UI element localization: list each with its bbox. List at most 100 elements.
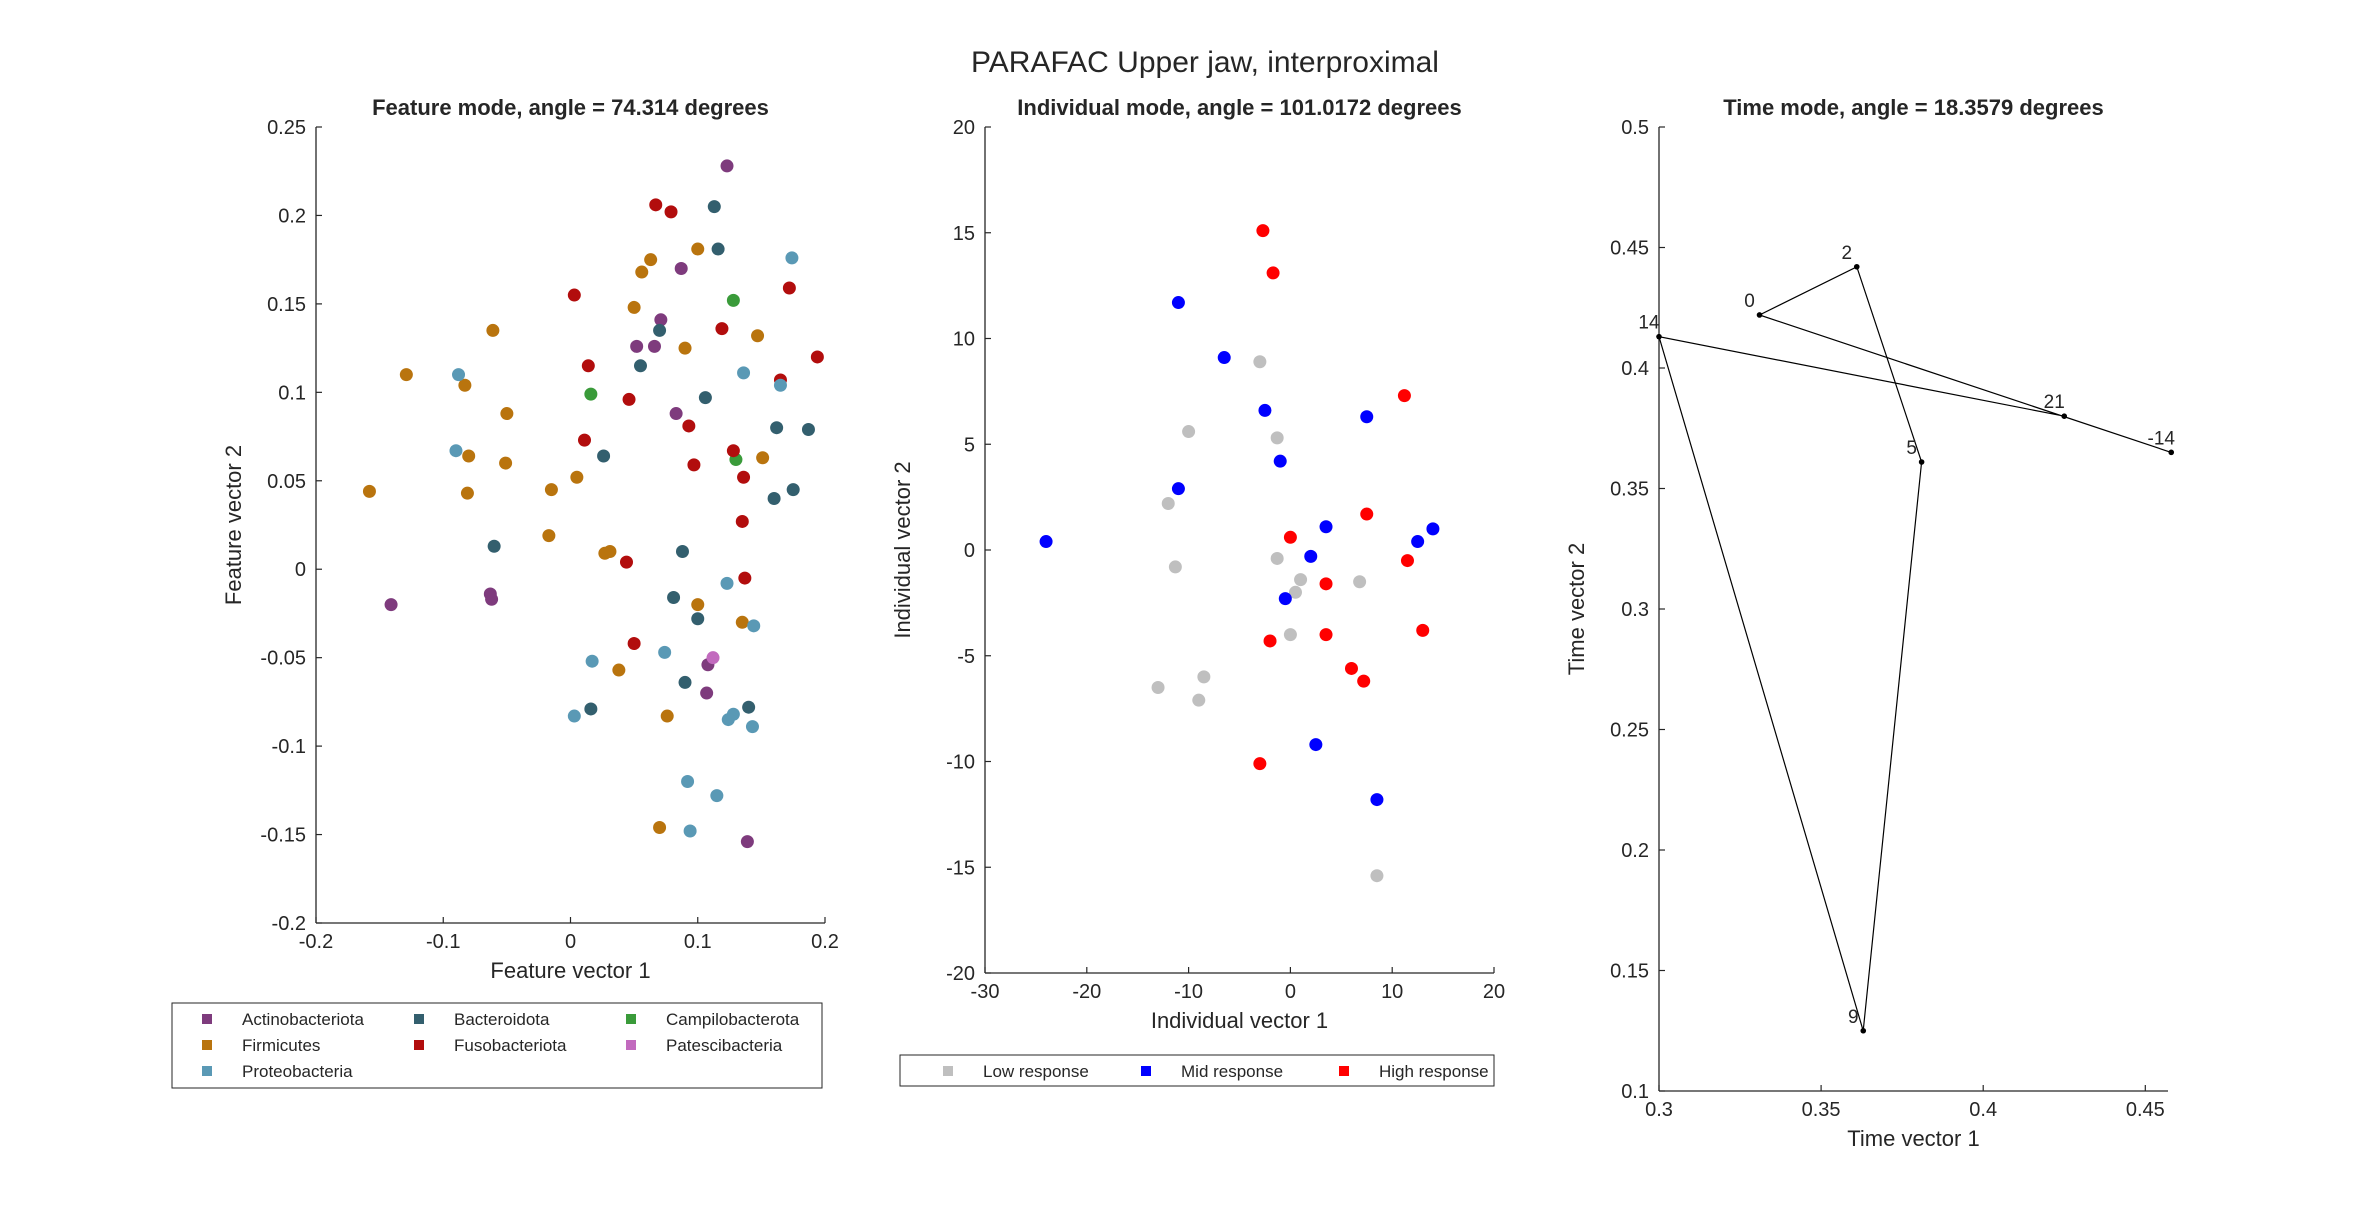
data-point bbox=[1039, 535, 1053, 549]
data-point bbox=[658, 645, 672, 659]
data-point bbox=[1283, 530, 1297, 544]
data-point bbox=[1161, 496, 1175, 510]
data-point bbox=[485, 592, 499, 606]
data-point bbox=[691, 242, 705, 256]
data-point bbox=[678, 341, 692, 355]
data-point bbox=[458, 378, 472, 392]
data-point bbox=[449, 444, 463, 458]
y-axis-label: Feature vector 2 bbox=[221, 445, 246, 605]
data-point bbox=[1151, 680, 1165, 694]
y-tick-label: 0.15 bbox=[1610, 961, 1649, 983]
y-tick-label: -20 bbox=[946, 963, 975, 985]
data-point bbox=[630, 339, 644, 353]
data-point bbox=[452, 368, 466, 382]
data-point bbox=[399, 368, 413, 382]
data-point bbox=[1353, 575, 1367, 589]
data-point bbox=[756, 451, 770, 465]
data-point bbox=[786, 483, 800, 497]
data-point bbox=[1309, 738, 1323, 752]
data-point bbox=[782, 281, 796, 295]
data-point bbox=[1258, 403, 1272, 417]
data-point bbox=[1370, 869, 1384, 883]
data-point bbox=[710, 789, 724, 803]
point-label: 0 bbox=[1744, 291, 1755, 312]
y-tick-label: 20 bbox=[953, 117, 975, 139]
legend-entry-label: Low response bbox=[983, 1062, 1089, 1081]
data-point bbox=[627, 637, 641, 651]
data-point bbox=[1360, 410, 1374, 424]
data-point bbox=[721, 713, 735, 727]
data-point bbox=[1270, 431, 1284, 445]
data-point bbox=[647, 339, 661, 353]
data-point bbox=[1253, 355, 1267, 369]
data-point bbox=[1319, 577, 1333, 591]
individual-mode-panel: -30 -20 -10 0 10 20-20-15-10-505101520Individ… bbox=[890, 95, 1505, 1087]
legend-box bbox=[171, 1002, 823, 1089]
legend-marker bbox=[202, 1066, 212, 1076]
data-point bbox=[667, 591, 681, 605]
data-point bbox=[1288, 585, 1302, 599]
data-point bbox=[581, 359, 595, 373]
legend-entry-label: Bacteroidota bbox=[454, 1010, 550, 1029]
point-label: 5 bbox=[1906, 438, 1917, 459]
data-point bbox=[584, 702, 598, 716]
legend-box bbox=[899, 1054, 1495, 1087]
data-point bbox=[2061, 413, 2068, 420]
data-point bbox=[1357, 674, 1371, 688]
y-tick-label: 0.2 bbox=[278, 205, 306, 227]
data-point bbox=[745, 720, 759, 734]
x-tick-label: 0.35 bbox=[1802, 1099, 1841, 1121]
y-tick-label: 0.25 bbox=[267, 117, 306, 139]
legend-marker bbox=[626, 1014, 636, 1024]
point-label: -14 bbox=[2148, 428, 2176, 449]
data-point bbox=[1171, 296, 1185, 310]
legend-entry-label: Mid response bbox=[1181, 1062, 1283, 1081]
data-point bbox=[627, 300, 641, 314]
data-point bbox=[751, 329, 765, 343]
data-point bbox=[785, 251, 799, 265]
x-tick-label: -0.2 bbox=[299, 931, 333, 953]
data-point bbox=[773, 378, 787, 392]
data-point bbox=[654, 313, 668, 327]
panel-title: Time mode, angle = 18.3579 degrees bbox=[1723, 95, 2104, 120]
x-tick-label: -20 bbox=[1072, 981, 1101, 1003]
data-point bbox=[612, 663, 626, 677]
data-point bbox=[687, 458, 701, 472]
point-label: 9 bbox=[1848, 1007, 1859, 1028]
x-tick-label: 0.2 bbox=[811, 931, 839, 953]
y-tick-label: 0.3 bbox=[1621, 599, 1649, 621]
data-point bbox=[1304, 549, 1318, 563]
data-point bbox=[720, 576, 734, 590]
data-point bbox=[1411, 535, 1425, 549]
legend-marker bbox=[202, 1014, 212, 1024]
legend-entry-label: Fusobacteriota bbox=[454, 1036, 567, 1055]
data-point bbox=[681, 774, 695, 788]
data-point bbox=[770, 421, 784, 435]
data-point bbox=[1270, 551, 1284, 565]
data-point bbox=[1283, 628, 1297, 642]
data-point bbox=[682, 419, 696, 433]
x-tick-label: 0.1 bbox=[684, 931, 712, 953]
data-point bbox=[384, 598, 398, 612]
data-point bbox=[767, 491, 781, 505]
data-point bbox=[669, 407, 683, 421]
x-tick-label: -10 bbox=[1174, 981, 1203, 1003]
data-point bbox=[810, 350, 824, 364]
data-point bbox=[544, 483, 558, 497]
data-point bbox=[362, 484, 376, 498]
x-tick-label: 20 bbox=[1483, 981, 1505, 1003]
legend-entry-label: Campilobacterota bbox=[666, 1010, 800, 1029]
data-point bbox=[633, 359, 647, 373]
data-point bbox=[622, 392, 636, 406]
x-axis-label: Feature vector 1 bbox=[490, 958, 650, 983]
data-point bbox=[1416, 623, 1430, 637]
data-point bbox=[597, 449, 611, 463]
data-point bbox=[711, 242, 725, 256]
data-point bbox=[1397, 389, 1411, 403]
x-tick-label: 0 bbox=[1285, 981, 1296, 1003]
data-point bbox=[585, 654, 599, 668]
y-axis-label: Individual vector 2 bbox=[890, 461, 915, 638]
data-point bbox=[1182, 425, 1196, 439]
data-point bbox=[1319, 520, 1333, 534]
data-point bbox=[737, 366, 751, 380]
